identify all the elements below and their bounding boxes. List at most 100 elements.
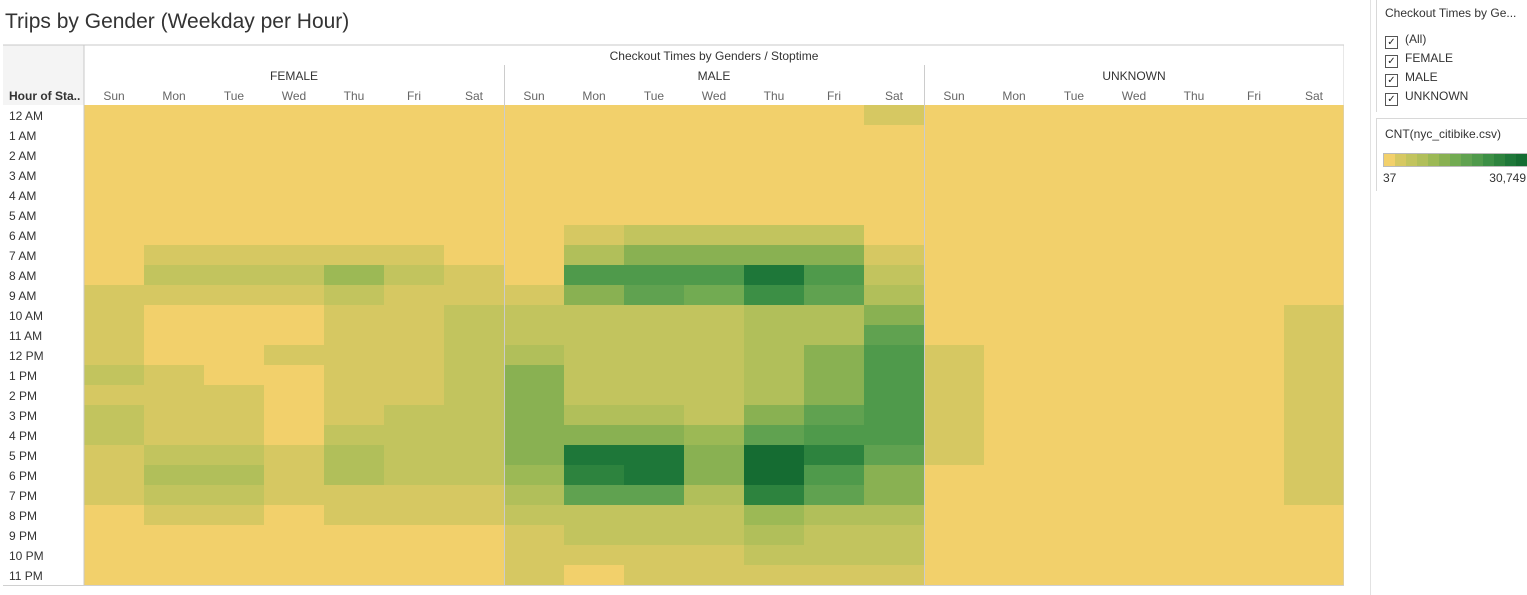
heatmap-cell [684, 325, 745, 346]
heatmap-cell [864, 545, 925, 566]
hour-label: 9 AM [9, 289, 36, 303]
heatmap-cell [1164, 285, 1225, 306]
heatmap-cell [444, 285, 505, 306]
filter-label-male: MALE [1405, 70, 1438, 84]
heatmap-cell [264, 105, 325, 126]
heatmap-cell [624, 325, 685, 346]
heatmap-cell [1224, 465, 1285, 486]
filter-item-all[interactable]: ✓ (All) [1385, 32, 1426, 49]
legend-max-label: 30,749 [1489, 171, 1526, 185]
heatmap-cell [204, 405, 265, 426]
hour-label: 5 AM [9, 209, 36, 223]
heatmap-cell [804, 565, 865, 586]
heatmap-cell [564, 165, 625, 186]
heatmap-cell [924, 305, 985, 326]
heatmap-cell [444, 425, 505, 446]
heatmap-cell [444, 545, 505, 566]
checkbox-female[interactable]: ✓ [1385, 55, 1398, 68]
hour-label: 2 PM [9, 389, 37, 403]
heatmap-cell [624, 145, 685, 166]
day-tick-unknown-mon: Mon [1002, 89, 1025, 103]
heatmap-cell [864, 225, 925, 246]
heatmap-cell [864, 365, 925, 386]
checkbox-all[interactable]: ✓ [1385, 36, 1398, 49]
heatmap-cell [1044, 485, 1105, 506]
heatmap-cell [144, 225, 205, 246]
heatmap-cell [504, 145, 565, 166]
heatmap-cell [1164, 185, 1225, 206]
day-tick-unknown-sat: Sat [1305, 89, 1324, 103]
legend-swatch [1406, 154, 1418, 166]
heatmap-cell [984, 385, 1045, 406]
heatmap-cell [204, 445, 265, 466]
heatmap-cell [1224, 545, 1285, 566]
heatmap-cell [804, 405, 865, 426]
color-legend-card: CNT(nyc_citibike.csv) 37 30,749 [1376, 118, 1527, 191]
heatmap-cell [624, 205, 685, 226]
filter-label-unknown: UNKNOWN [1405, 89, 1469, 103]
legend-min-label: 37 [1383, 171, 1397, 185]
filter-item-female[interactable]: ✓ FEMALE [1385, 51, 1453, 68]
legend-swatch [1417, 154, 1429, 166]
heatmap-cell [444, 305, 505, 326]
heatmap-cell [864, 285, 925, 306]
filter-item-unknown[interactable]: ✓ UNKNOWN [1385, 89, 1469, 106]
heatmap-cell [1224, 525, 1285, 546]
heatmap-cell [1104, 425, 1165, 446]
heatmap-cell [624, 185, 685, 206]
filter-item-male[interactable]: ✓ MALE [1385, 70, 1438, 87]
heatmap-cell [1104, 345, 1165, 366]
heatmap-cell [1104, 265, 1165, 286]
legend-swatch [1384, 154, 1396, 166]
heatmap-cell [1044, 365, 1105, 386]
heatmap-cell [324, 565, 385, 586]
heatmap-cell [684, 425, 745, 446]
heatmap-cell [924, 265, 985, 286]
heatmap-cell [1284, 545, 1344, 566]
filter-card: Checkout Times by Ge... ✓ (All) ✓ FEMALE ✓… [1376, 0, 1527, 112]
heatmap-cell [264, 325, 325, 346]
checkbox-unknown[interactable]: ✓ [1385, 93, 1398, 106]
heatmap-cell [744, 265, 805, 286]
heatmap-cell [684, 445, 745, 466]
heatmap-cell [264, 485, 325, 506]
heatmap-cell [384, 305, 445, 326]
heatmap-cell [84, 245, 145, 266]
heatmap-cell [984, 465, 1045, 486]
heatmap-cell [1284, 425, 1344, 446]
heatmap-cell [1224, 345, 1285, 366]
heatmap-cell [504, 445, 565, 466]
heatmap-cell [204, 185, 265, 206]
heatmap-cell [264, 525, 325, 546]
heatmap-cell [864, 165, 925, 186]
panel-divider [1370, 0, 1371, 595]
heatmap-cell [444, 385, 505, 406]
heatmap-cell [1044, 105, 1105, 126]
heatmap-cell [1044, 525, 1105, 546]
heatmap-cell [744, 145, 805, 166]
heatmap-cell [1104, 485, 1165, 506]
heatmap-cell [624, 445, 685, 466]
heatmap-cell [1044, 565, 1105, 586]
heatmap-cell [1044, 325, 1105, 346]
heatmap-cell [804, 425, 865, 446]
heatmap-cell [984, 185, 1045, 206]
heatmap-cell [384, 225, 445, 246]
heatmap-cell [924, 125, 985, 146]
heatmap-cell [684, 205, 745, 226]
heatmap-cell [264, 565, 325, 586]
heatmap-cell [564, 545, 625, 566]
heatmap-cell [84, 285, 145, 306]
checkbox-male[interactable]: ✓ [1385, 74, 1398, 87]
heatmap-cell [564, 265, 625, 286]
heatmap-cell [264, 285, 325, 306]
heatmap-cell [384, 165, 445, 186]
heatmap-cell [384, 345, 445, 366]
heatmap-cell [924, 485, 985, 506]
heatmap-cell [564, 485, 625, 506]
heatmap-cell [564, 245, 625, 266]
heatmap-cell [444, 565, 505, 586]
heatmap-cell [804, 465, 865, 486]
heatmap-cell [564, 425, 625, 446]
heatmap-cell [504, 305, 565, 326]
